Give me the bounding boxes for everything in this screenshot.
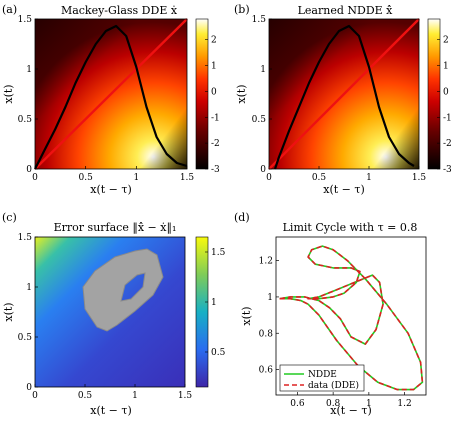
- panel-b-colorbar: [427, 18, 441, 170]
- panel-a-ytick-label: 1.5: [18, 15, 33, 25]
- panel-a-colorbar-tick-label: -1: [211, 113, 220, 123]
- panel-c-ytick-label: 0: [26, 383, 32, 393]
- panel-d-ytick-label: 0.6: [259, 366, 274, 376]
- panel-d: (d) Limit Cycle with τ = 0.8 0.6 0.8 1 1.20…: [234, 211, 427, 417]
- panel-c-colorbar-ticks: 1.5 1 0.5: [205, 248, 226, 358]
- panel-a-colorbar-ticks: 2 1 0 -1 -2 -3: [205, 36, 220, 175]
- panel-c-xtick-label: 0: [32, 391, 38, 401]
- panel-c-frame: [34, 236, 186, 388]
- panel-d-legend-box: [279, 364, 365, 392]
- panel-d-label: (d): [234, 211, 250, 224]
- panel-c-ylabel: x(t): [2, 302, 15, 321]
- panel-d-ytick-label: 1.2: [259, 257, 273, 267]
- panel-d-axes: 0.6 0.8 1 1.2 0.6 0.8 1 1.2: [259, 245, 424, 409]
- panel-a-xtick-label: 1: [133, 173, 139, 183]
- panel-a-colorbar: [195, 18, 209, 170]
- panel-a-ytick-label: 0: [26, 165, 32, 175]
- panel-a-diagonal-line: [34, 18, 188, 170]
- panel-a-ytick-label: 1: [26, 65, 32, 75]
- panel-d-title: Limit Cycle with τ = 0.8: [283, 221, 418, 234]
- panel-c-colorbar: [195, 236, 209, 388]
- panel-b-nullcline-curve: [273, 24, 415, 170]
- panel-b-ytick-label: 1: [260, 65, 266, 75]
- panel-b-colorbar-tick-label: -1: [443, 113, 452, 123]
- panel-d-legend-label: NDDE: [308, 370, 337, 380]
- panel-a-frame: [34, 18, 188, 170]
- panel-a-colorbar-tick-label: 1: [211, 62, 217, 72]
- panel-b-colorbar-tick-label: 2: [443, 36, 449, 46]
- panel-a-xtick-label: 0.5: [79, 173, 94, 183]
- panel-d-xlabel: x(t − τ): [330, 404, 372, 417]
- panel-c-attractor-cloud: [82, 248, 164, 332]
- panel-c-xlabel: x(t − τ): [90, 404, 132, 417]
- panel-d-xtick-label: 0.6: [290, 399, 305, 409]
- panel-a-colorbar-tick-label: -2: [211, 139, 220, 149]
- panel-b-frame: [268, 18, 420, 170]
- panel-b-label: (b): [234, 3, 250, 16]
- panel-a-label: (a): [2, 3, 17, 16]
- panel-a-ylabel: x(t): [2, 84, 15, 103]
- panel-a-xtick-label: 0: [32, 173, 38, 183]
- panel-b-xtick-label: 0: [266, 173, 272, 183]
- panel-c-xtick-label: 1: [132, 391, 138, 401]
- panel-b-xtick-label: 0.5: [312, 173, 327, 183]
- panel-a-colorbar-tick-label: -3: [211, 165, 220, 175]
- panel-a-ytick-label: 0.5: [18, 115, 33, 125]
- panel-b-colorbar-ticks: 2 1 0 -1 -2 -3: [437, 36, 452, 175]
- panel-c-label: (c): [2, 211, 17, 224]
- panel-b-colorbar-tick-label: -2: [443, 139, 452, 149]
- panel-b-ytick-label: 0.5: [252, 115, 267, 125]
- panel-c-ytick-label: 0.5: [18, 333, 33, 343]
- panel-c-colorbar-tick-label: 1.5: [211, 248, 226, 258]
- panel-a: (a) Mackey-Glass DDE ẋ 0 0.5 1 1.500.511.5 …: [2, 3, 220, 196]
- panel-b-xtick-label: 1.5: [412, 173, 427, 183]
- panel-a-colorbar-tick-label: 2: [211, 36, 217, 46]
- panel-d-xtick-label: 1: [366, 399, 372, 409]
- panel-d-ytick-label: 0.8: [259, 329, 274, 339]
- panel-b: (b) Learned NDDE x̂̇ 0 0.5 1 1.5 0 0.5 1 1.5 2 1…: [234, 3, 452, 196]
- panel-d-ylabel: x(t): [240, 306, 253, 325]
- panel-b-title: Learned NDDE x̂̇: [298, 4, 394, 17]
- panel-a-title: Mackey-Glass DDE ẋ: [61, 4, 178, 17]
- panel-c-title: Error surface ‖x̂̇ − ẋ‖₁: [54, 221, 177, 235]
- panel-d-legend-label: data (DDE): [308, 380, 359, 391]
- panel-b-axes: 0 0.5 1 1.5 0 0.5 1 1.5: [252, 15, 427, 183]
- panel-b-ytick-label: 0: [260, 165, 266, 175]
- panel-b-ytick-label: 1.5: [252, 15, 267, 25]
- panel-a-axes: 0 0.5 1 1.5 0 0.5 1 1.5: [18, 15, 195, 183]
- panel-d-ytick-label: 1: [267, 293, 273, 303]
- panel-c-ytick-label: 1: [26, 283, 32, 293]
- panel-b-diagonal-line: [268, 18, 420, 170]
- panel-b-colorbar-tick-label: 0: [443, 87, 449, 97]
- panel-c-colorbar-tick-label: 1: [211, 298, 217, 308]
- panel-b-colorbar-tick-label: -3: [443, 165, 452, 175]
- panel-b-colorbar-tick-label: 1: [443, 62, 449, 72]
- panel-d-xtick-label: 1.2: [397, 399, 411, 409]
- panel-c-xtick-label: 1.5: [178, 391, 193, 401]
- panel-a-xtick-label: 1.5: [180, 173, 195, 183]
- panel-b-ylabel: x(t): [235, 84, 248, 103]
- panel-c: (c) Error surface ‖x̂̇ − ẋ‖₁ 0 0.5 1 1.5 0 0.…: [2, 211, 226, 417]
- panel-a-nullcline-curve: [34, 24, 188, 170]
- panel-a-colorbar-tick-label: 0: [211, 87, 217, 97]
- panel-d-xtick-label: 0.8: [326, 399, 341, 409]
- panel-a-xlabel: x(t − τ): [90, 183, 132, 196]
- panel-c-xtick-label: 0.5: [78, 391, 93, 401]
- panel-b-xtick-label: 1: [366, 173, 372, 183]
- panel-d-series-data-dde-line: [279, 245, 424, 391]
- panel-c-colorbar-tick-label: 0.5: [211, 348, 226, 358]
- panel-c-ytick-label: 1.5: [18, 233, 33, 243]
- panel-b-xlabel: x(t − τ): [323, 183, 365, 196]
- panel-d-frame: [275, 236, 427, 396]
